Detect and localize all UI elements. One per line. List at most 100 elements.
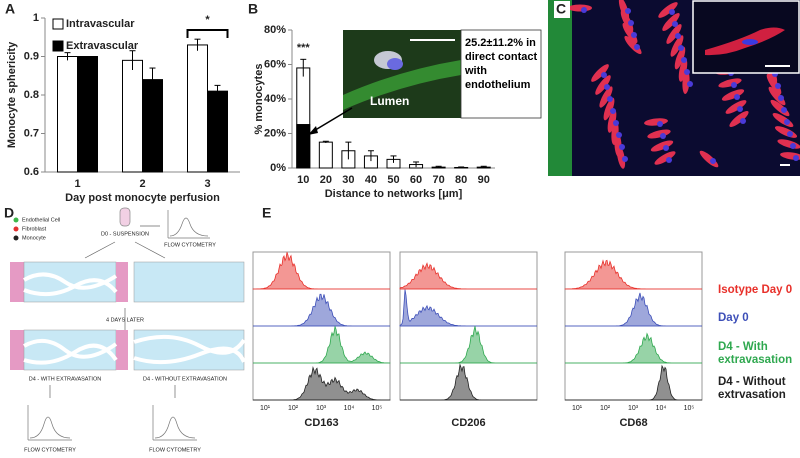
error-bar [390, 155, 397, 163]
flow-label: FLOW CYTOMETRY [149, 447, 201, 453]
bar [318, 141, 333, 169]
port [116, 262, 128, 302]
arrow [134, 241, 166, 259]
axis-tick-label: 10³ [316, 405, 327, 412]
x-tick-label: 70 [432, 174, 444, 186]
y-tick-label: 20% [264, 127, 286, 139]
port [10, 262, 24, 302]
histogram [253, 326, 391, 364]
x-tick-label: 30 [342, 174, 354, 186]
x-tick-label: 3 [204, 178, 210, 190]
nucleus [778, 95, 784, 101]
nucleus [740, 118, 746, 124]
nucleus [610, 108, 616, 114]
port [10, 330, 24, 370]
cell [725, 100, 747, 114]
arrow-head [308, 126, 318, 135]
nucleus [619, 144, 625, 150]
y-tick-label: 0.7 [24, 127, 39, 139]
nucleus [631, 32, 637, 38]
error-bar [64, 52, 71, 61]
significance-bracket [186, 29, 229, 38]
legend-text: D4 - Without extrvasation [718, 376, 786, 401]
step-label: D4 - WITH EXTRAVASATION [29, 376, 101, 382]
histogram [399, 262, 537, 290]
cell [591, 64, 609, 82]
error-bar [413, 161, 420, 168]
significance: *** [297, 42, 311, 54]
nucleus [387, 58, 403, 70]
panel-label: A [5, 1, 15, 17]
axis-tick-label: 10⁴ [656, 405, 667, 412]
vessel [23, 338, 118, 365]
cell [721, 89, 745, 101]
cell [595, 75, 611, 95]
nucleus [634, 44, 640, 50]
axis-tick-label: 10¹ [572, 405, 583, 412]
legend-dot [13, 226, 19, 232]
cell [654, 151, 676, 165]
error-bar [345, 141, 352, 160]
nucleus [731, 82, 737, 88]
step-label: 4 DAYS LATER [106, 317, 144, 323]
nucleus [681, 57, 687, 63]
axis-tick-label: 10² [600, 405, 611, 412]
error-bar [129, 50, 136, 70]
nucleus [793, 155, 799, 161]
legend-swatch [52, 18, 64, 30]
error-bar [367, 150, 374, 162]
axis-tick-label: 10⁵ [372, 405, 383, 412]
nucleus [616, 132, 622, 138]
cell [599, 86, 613, 108]
error-bar [194, 38, 201, 51]
marker-label: CD68 [619, 417, 647, 429]
diagram: D Endothelial Cell Fibroblast Monocyte D… [4, 205, 246, 453]
y-tick-label: 80% [264, 24, 286, 36]
cell [603, 97, 615, 121]
legend-text: Extravascular [66, 40, 139, 52]
inset-text: 25.2±11.2% in direct contact with endoth… [465, 37, 538, 91]
bar [122, 59, 143, 173]
inset-label: Lumen [370, 94, 409, 108]
histogram [399, 289, 537, 327]
port [116, 330, 128, 370]
flow-label: FLOW CYTOMETRY [164, 242, 216, 248]
cell [729, 110, 749, 128]
nucleus [775, 83, 781, 89]
nucleus [790, 143, 796, 149]
cell [618, 0, 630, 21]
bar [207, 90, 228, 173]
vessel [133, 334, 246, 365]
cell [766, 73, 782, 95]
vessel-glow [343, 60, 461, 110]
nucleus [787, 131, 793, 137]
nucleus [734, 94, 740, 100]
histogram [565, 364, 702, 401]
x-axis-label: Day post monocyte perfusion [65, 192, 220, 204]
marker-label: CD206 [451, 417, 485, 429]
bar [187, 44, 208, 173]
error-bar [435, 165, 442, 168]
nucleus [581, 7, 587, 13]
cell [718, 78, 742, 88]
y-tick-label: 0.6 [24, 166, 39, 178]
legend-dot [13, 217, 19, 223]
histogram [400, 326, 537, 364]
histogram [253, 366, 390, 401]
cell [568, 4, 592, 12]
nucleus [687, 81, 693, 87]
flow-icon [27, 405, 72, 441]
nucleus [678, 45, 684, 51]
nucleus [601, 72, 607, 78]
error-bar [214, 84, 221, 97]
x-axis-label: Distance to networks [μm] [325, 188, 463, 200]
axis-tick-label: 10⁴ [344, 405, 355, 412]
cell [670, 35, 684, 57]
x-tick-label: 50 [387, 174, 399, 186]
legend-dot [13, 235, 19, 241]
histogram [400, 363, 537, 401]
y-axis-label: Monocyte sphericity [6, 41, 18, 148]
histogram [253, 293, 390, 327]
